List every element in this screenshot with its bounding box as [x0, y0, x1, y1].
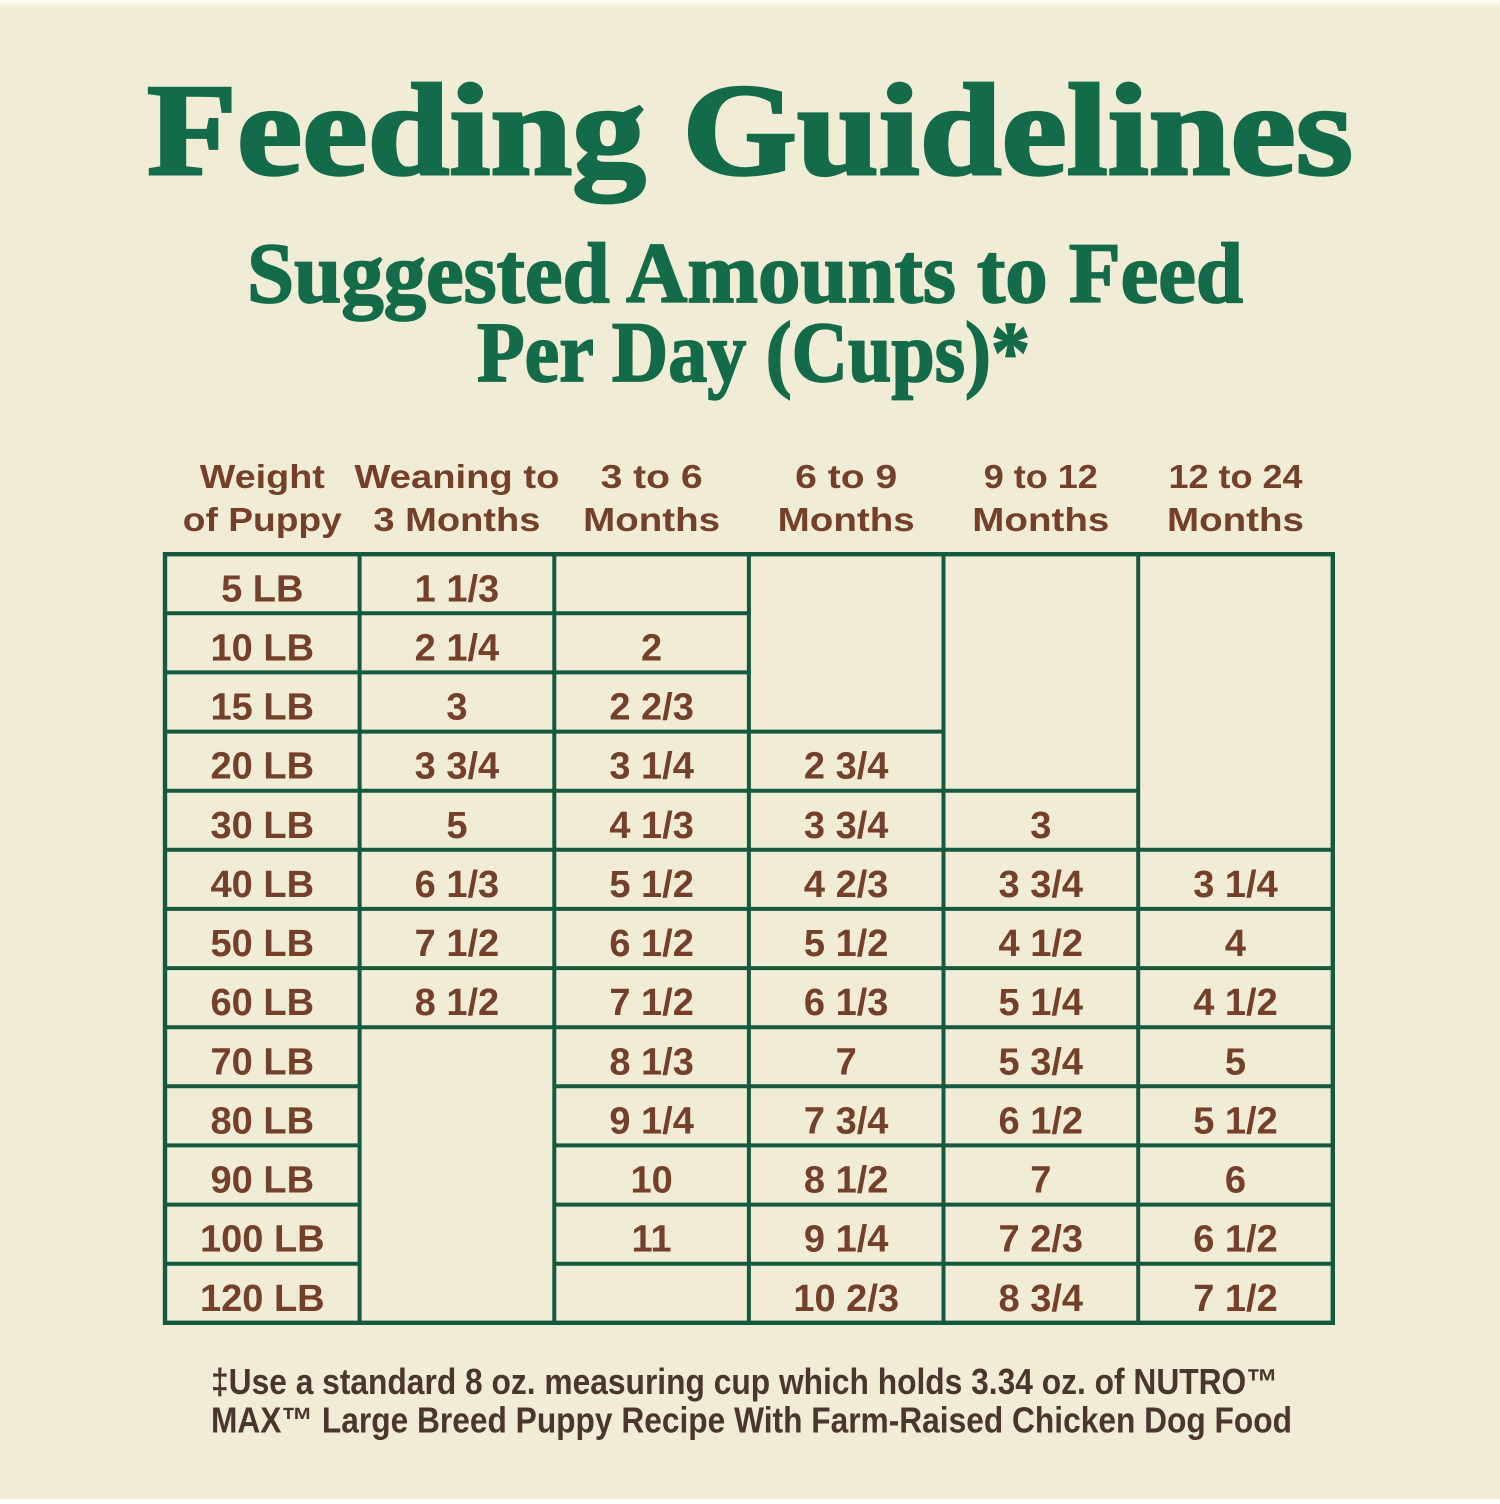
svg-text:30 LB: 30 LB: [211, 805, 314, 847]
svg-text:12 to 24: 12 to 24: [1169, 458, 1304, 495]
svg-text:10 LB: 10 LB: [211, 627, 314, 669]
svg-text:3 3/4: 3 3/4: [804, 805, 889, 847]
svg-text:2 1/4: 2 1/4: [415, 627, 500, 669]
svg-text:of Puppy: of Puppy: [183, 501, 343, 538]
svg-text:Weaning to: Weaning to: [354, 458, 559, 495]
svg-text:Suggested Amounts to Feed: Suggested Amounts to Feed: [247, 225, 1243, 321]
svg-text:6 1/3: 6 1/3: [804, 982, 889, 1024]
svg-text:Weight: Weight: [200, 458, 325, 495]
svg-text:Months: Months: [778, 501, 915, 538]
svg-text:4 1/3: 4 1/3: [609, 805, 694, 847]
svg-text:Months: Months: [583, 501, 720, 538]
svg-text:7 1/2: 7 1/2: [1193, 1278, 1278, 1320]
svg-text:3 3/4: 3 3/4: [999, 864, 1084, 906]
svg-text:4 2/3: 4 2/3: [804, 864, 889, 906]
svg-text:7: 7: [836, 1041, 857, 1083]
svg-text:7: 7: [1030, 1160, 1051, 1202]
svg-text:5 1/2: 5 1/2: [804, 923, 889, 965]
svg-text:Months: Months: [972, 501, 1109, 538]
svg-text:7 1/2: 7 1/2: [415, 923, 500, 965]
svg-text:5 1/2: 5 1/2: [609, 864, 694, 906]
svg-text:3 3/4: 3 3/4: [415, 746, 500, 788]
svg-text:6 1/2: 6 1/2: [609, 923, 694, 965]
svg-text:80 LB: 80 LB: [211, 1100, 314, 1142]
svg-text:6 to 9: 6 to 9: [795, 458, 897, 495]
svg-text:6 1/3: 6 1/3: [415, 864, 500, 906]
svg-text:7 1/2: 7 1/2: [609, 982, 694, 1024]
svg-text:5 LB: 5 LB: [221, 568, 303, 610]
svg-text:50 LB: 50 LB: [211, 923, 314, 965]
svg-text:Per Day (Cups)*: Per Day (Cups)*: [477, 304, 1030, 400]
svg-text:Feeding Guidelines: Feeding Guidelines: [147, 58, 1353, 203]
svg-text:3 Months: 3 Months: [373, 501, 540, 538]
svg-text:3 1/4: 3 1/4: [1193, 864, 1278, 906]
svg-text:MAX™ Large Breed Puppy Recipe: MAX™ Large Breed Puppy Recipe With Farm-…: [211, 1400, 1292, 1441]
svg-text:1 1/3: 1 1/3: [415, 568, 500, 610]
svg-text:5 1/4: 5 1/4: [999, 982, 1084, 1024]
svg-text:5: 5: [446, 805, 467, 847]
svg-text:4: 4: [1225, 923, 1246, 965]
svg-text:8 3/4: 8 3/4: [999, 1278, 1084, 1320]
svg-text:6 1/2: 6 1/2: [1193, 1219, 1278, 1261]
svg-text:8 1/2: 8 1/2: [804, 1160, 889, 1202]
svg-text:5 1/2: 5 1/2: [1193, 1100, 1278, 1142]
svg-text:8 1/3: 8 1/3: [609, 1041, 694, 1083]
svg-text:5 3/4: 5 3/4: [999, 1041, 1084, 1083]
svg-text:6: 6: [1225, 1160, 1246, 1202]
svg-text:15 LB: 15 LB: [211, 687, 314, 729]
svg-text:11: 11: [632, 1219, 672, 1261]
svg-text:8 1/2: 8 1/2: [415, 982, 500, 1024]
svg-text:10: 10: [630, 1160, 672, 1202]
svg-text:70 LB: 70 LB: [211, 1041, 314, 1083]
svg-text:2 2/3: 2 2/3: [609, 687, 694, 729]
svg-text:2 3/4: 2 3/4: [804, 746, 889, 788]
svg-text:6 1/2: 6 1/2: [999, 1100, 1084, 1142]
svg-text:60 LB: 60 LB: [211, 982, 314, 1024]
svg-text:5: 5: [1225, 1041, 1246, 1083]
svg-text:10 2/3: 10 2/3: [793, 1278, 899, 1320]
svg-text:‡Use a standard 8 oz. measurin: ‡Use a standard 8 oz. measuring cup whic…: [211, 1361, 1278, 1402]
svg-text:3: 3: [1030, 805, 1051, 847]
svg-text:20 LB: 20 LB: [211, 746, 314, 788]
svg-text:3 1/4: 3 1/4: [609, 746, 694, 788]
svg-text:3: 3: [446, 687, 467, 729]
svg-text:9 1/4: 9 1/4: [804, 1219, 889, 1261]
svg-text:4 1/2: 4 1/2: [999, 923, 1084, 965]
svg-text:4 1/2: 4 1/2: [1193, 982, 1278, 1024]
svg-text:7 2/3: 7 2/3: [999, 1219, 1084, 1261]
svg-text:9 1/4: 9 1/4: [609, 1100, 694, 1142]
svg-text:3 to 6: 3 to 6: [601, 458, 703, 495]
svg-text:120 LB: 120 LB: [200, 1278, 325, 1320]
svg-text:40 LB: 40 LB: [211, 864, 314, 906]
svg-text:90 LB: 90 LB: [211, 1160, 314, 1202]
svg-text:100 LB: 100 LB: [200, 1219, 325, 1261]
svg-text:7 3/4: 7 3/4: [804, 1100, 889, 1142]
svg-text:9 to 12: 9 to 12: [984, 458, 1098, 495]
svg-text:Months: Months: [1167, 501, 1304, 538]
svg-text:2: 2: [641, 627, 662, 669]
